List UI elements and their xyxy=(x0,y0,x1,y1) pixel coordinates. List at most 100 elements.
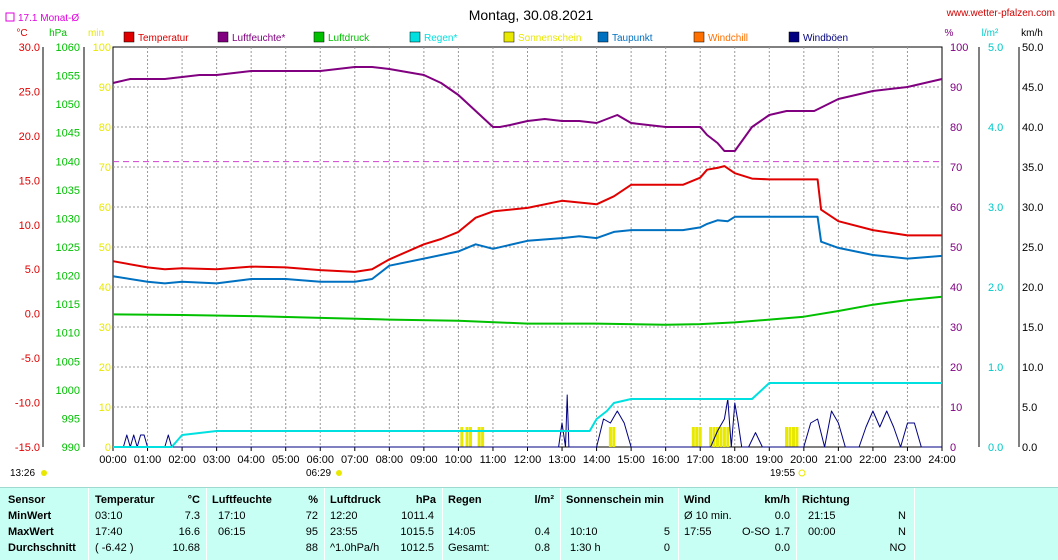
legend-label: Sonnenschein xyxy=(518,33,581,44)
pressure-axis-tick: 1000 xyxy=(56,385,80,397)
left-time-marker: 13:26 xyxy=(10,468,35,479)
temp-axis-tick: 0.0 xyxy=(25,309,40,321)
header-direction: Richtung xyxy=(802,494,850,506)
sunshine-bar xyxy=(465,427,469,447)
legend-label: Luftdruck xyxy=(328,33,370,44)
wind-axis-tick: 35.0 xyxy=(1022,162,1043,174)
column-divider xyxy=(442,488,443,560)
rain-axis-tick: 3.0 xyxy=(988,202,1003,214)
stat-dir: N xyxy=(898,510,906,522)
humidity-axis-tick: 90 xyxy=(950,82,962,94)
pressure-axis-tick: 1020 xyxy=(56,271,80,283)
wind-axis-tick: 10.0 xyxy=(1022,362,1043,374)
wind-axis-tick: 30.0 xyxy=(1022,202,1043,214)
sunshine-bar xyxy=(608,427,612,447)
stat-temp-time: 03:10 xyxy=(95,510,123,522)
series-line-temperatur xyxy=(112,165,942,273)
legend-swatch xyxy=(217,31,229,43)
sunshine-bar xyxy=(788,427,792,447)
sunset-icon xyxy=(798,469,806,477)
legend-label: Temperatur xyxy=(138,33,189,44)
pressure-axis-tick: 1005 xyxy=(56,356,80,368)
temp-axis-tick: -5.0 xyxy=(21,353,40,365)
stat-rain-time: 14:05 xyxy=(448,526,476,538)
series-line-luftfeuchte xyxy=(112,66,943,152)
stat-label: Durchschnitt xyxy=(8,542,76,554)
x-tick-label: 04:00 xyxy=(237,454,265,466)
wind-axis-tick: 0.0 xyxy=(1022,442,1037,454)
legend-swatch xyxy=(788,31,800,43)
series-line-windböen xyxy=(113,394,942,448)
site-link[interactable]: www.wetter-pfalzen.com xyxy=(946,8,1055,19)
stat-temp: 10.68 xyxy=(172,542,200,554)
stat-press: 1015.5 xyxy=(400,526,434,538)
wind-axis-tick: 50.0 xyxy=(1022,42,1043,54)
legend-label: Taupunkt xyxy=(612,33,653,44)
legend-swatch xyxy=(597,31,609,43)
stat-temp-time: 17:40 xyxy=(95,526,123,538)
stat-hum-time: 17:10 xyxy=(218,510,246,522)
header-humidity-unit: % xyxy=(308,494,318,506)
stat-sun: 5 xyxy=(663,526,670,538)
stat-press: 1012.5 xyxy=(400,542,434,554)
series-line-luftdruck xyxy=(112,295,943,326)
x-tick-label: 08:00 xyxy=(376,454,404,466)
stat-hum: 88 xyxy=(305,542,318,554)
header-temperature-unit: °C xyxy=(187,494,200,506)
humidity-axis-tick: 0 xyxy=(950,442,956,454)
stat-dir: N xyxy=(898,526,906,538)
stat-wind: 0.0 xyxy=(774,510,790,522)
stat-wind: 0.0 xyxy=(774,542,790,554)
x-tick-label: 12:00 xyxy=(514,454,542,466)
temp-axis-tick: 20.0 xyxy=(19,131,40,143)
sun-icon-left xyxy=(41,470,47,476)
pressure-axis-tick: 1060 xyxy=(56,42,80,54)
minutes-axis-tick: 10 xyxy=(99,402,111,414)
temp-axis-tick: 5.0 xyxy=(25,264,40,276)
legend-label: Luftfeuchte* xyxy=(232,33,285,44)
stat-press-time: 12:20 xyxy=(330,510,358,522)
rain-axis-tick: 1.0 xyxy=(988,362,1003,374)
rain-axis-tick: 5.0 xyxy=(988,42,1003,54)
stat-dir-time: 21:15 xyxy=(808,510,836,522)
stat-wind-time: Ø 10 min. xyxy=(684,510,732,522)
column-divider xyxy=(914,488,915,560)
series-line-regen xyxy=(113,382,942,448)
column-divider xyxy=(88,488,89,560)
x-tick-label: 22:00 xyxy=(859,454,887,466)
legend-swatch xyxy=(503,31,515,43)
temp-axis-tick: -15.0 xyxy=(15,442,40,454)
temp-axis-tick: 25.0 xyxy=(19,86,40,98)
unit-rain: l/m² xyxy=(982,28,999,39)
x-tick-label: 20:00 xyxy=(790,454,818,466)
stat-press: 1011.4 xyxy=(401,510,434,522)
header-wind-unit: km/h xyxy=(764,494,790,506)
x-tick-label: 01:00 xyxy=(134,454,162,466)
x-tick-label: 03:00 xyxy=(203,454,231,466)
legend-label: Windböen xyxy=(803,33,848,44)
series-line-taupunkt xyxy=(112,215,943,285)
wind-axis-tick: 20.0 xyxy=(1022,282,1043,294)
sunshine-bar xyxy=(715,427,719,447)
series-layer xyxy=(112,66,943,448)
x-tick-label: 21:00 xyxy=(825,454,853,466)
x-tick-label: 15:00 xyxy=(617,454,645,466)
wind-axis-tick: 40.0 xyxy=(1022,122,1043,134)
stat-dir: NO xyxy=(889,542,907,554)
stat-wind: 1.7 xyxy=(774,526,790,538)
wind-axis-tick: 5.0 xyxy=(1022,402,1037,414)
legend-label: Windchill xyxy=(708,33,748,44)
sunshine-bar xyxy=(469,427,473,447)
column-divider xyxy=(206,488,207,560)
x-tick-label: 18:00 xyxy=(721,454,749,466)
wind-axis-tick: 15.0 xyxy=(1022,322,1043,334)
rain-axis-tick: 0.0 xyxy=(988,442,1003,454)
stat-sun: 0 xyxy=(663,542,670,554)
temp-axis-tick: 30.0 xyxy=(19,42,40,54)
minutes-axis-tick: 80 xyxy=(99,122,111,134)
sunrise-time: 06:29 xyxy=(306,468,331,479)
minutes-axis-tick: 60 xyxy=(99,202,111,214)
minutes-axis-tick: 0 xyxy=(105,442,111,454)
stat-hum: 95 xyxy=(305,526,318,538)
stat-wind-time: 17:55 xyxy=(684,526,712,538)
